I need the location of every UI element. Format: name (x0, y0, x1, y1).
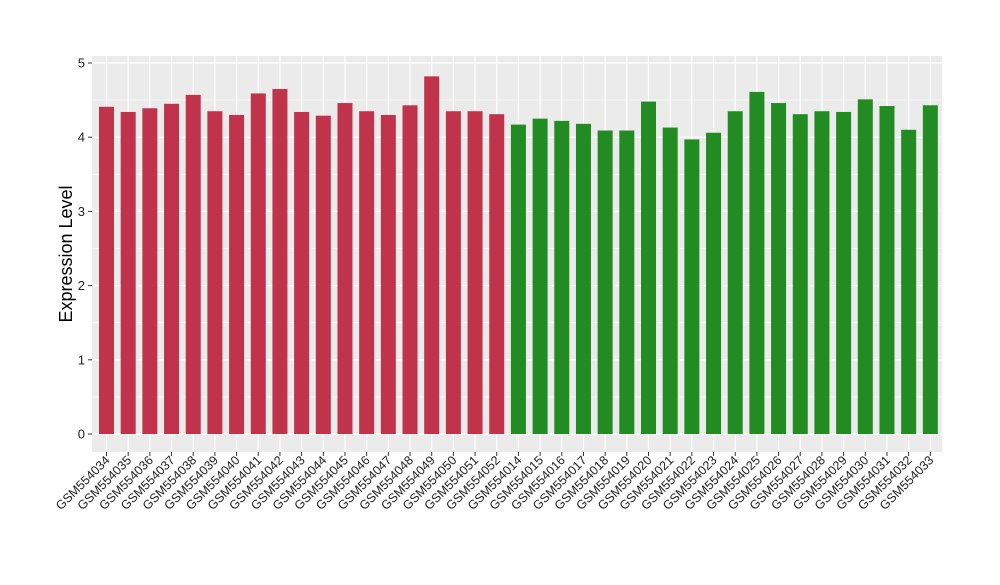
bar-GSM554014 (510, 124, 526, 434)
y-tick-label: 2 (78, 278, 85, 293)
bar-GSM554045 (337, 103, 353, 435)
bar-GSM554027 (792, 114, 808, 434)
bar-GSM554019 (619, 130, 635, 434)
y-tick-label: 1 (78, 352, 85, 367)
bar-GSM554046 (359, 111, 375, 434)
bar-GSM554033 (922, 105, 938, 434)
bar-GSM554018 (597, 130, 613, 434)
bar-GSM554041 (250, 93, 266, 434)
bar-GSM554035 (120, 111, 136, 435)
bar-GSM554050 (445, 111, 461, 434)
bar-GSM554028 (814, 111, 830, 434)
bar-GSM554017 (575, 123, 591, 435)
bar-GSM554047 (380, 114, 396, 434)
bar-GSM554039 (207, 111, 223, 434)
bar-GSM554048 (402, 105, 418, 434)
bar-GSM554020 (641, 101, 656, 435)
bar-GSM554015 (532, 118, 548, 435)
bar-GSM554040 (229, 114, 245, 434)
bar-GSM554037 (164, 103, 180, 434)
bar-GSM554025 (749, 91, 765, 435)
bar-GSM554038 (185, 94, 201, 434)
bar-GSM554032 (901, 129, 917, 434)
y-axis-title: Expression Level (56, 185, 76, 322)
bar-GSM554034 (99, 106, 114, 434)
bar-GSM554052 (489, 114, 505, 434)
x-axis: GSM554034GSM554035GSM554036GSM554037GSM5… (53, 452, 936, 513)
bar-GSM554051 (467, 111, 483, 434)
y-tick-label: 3 (78, 204, 85, 219)
bar-GSM554049 (424, 76, 440, 434)
bar-GSM554026 (771, 103, 787, 435)
bar-GSM554029 (836, 111, 852, 435)
y-tick-label: 0 (78, 427, 85, 442)
bar-GSM554031 (879, 106, 895, 434)
bar-GSM554023 (706, 132, 722, 435)
bar-GSM554016 (554, 120, 570, 434)
bar-GSM554024 (727, 111, 743, 434)
bar-GSM554044 (315, 115, 331, 434)
y-tick-label: 4 (78, 130, 85, 145)
bars (99, 76, 938, 435)
bar-GSM554022 (684, 139, 700, 434)
y-axis: 0 1 2 3 4 5 (78, 56, 92, 442)
bar-GSM554043 (294, 111, 310, 435)
bar-GSM554021 (662, 127, 678, 434)
bar-GSM554036 (142, 108, 158, 435)
bar-GSM554042 (272, 88, 288, 434)
y-tick-label: 5 (78, 56, 85, 71)
bar-GSM554030 (857, 99, 873, 434)
